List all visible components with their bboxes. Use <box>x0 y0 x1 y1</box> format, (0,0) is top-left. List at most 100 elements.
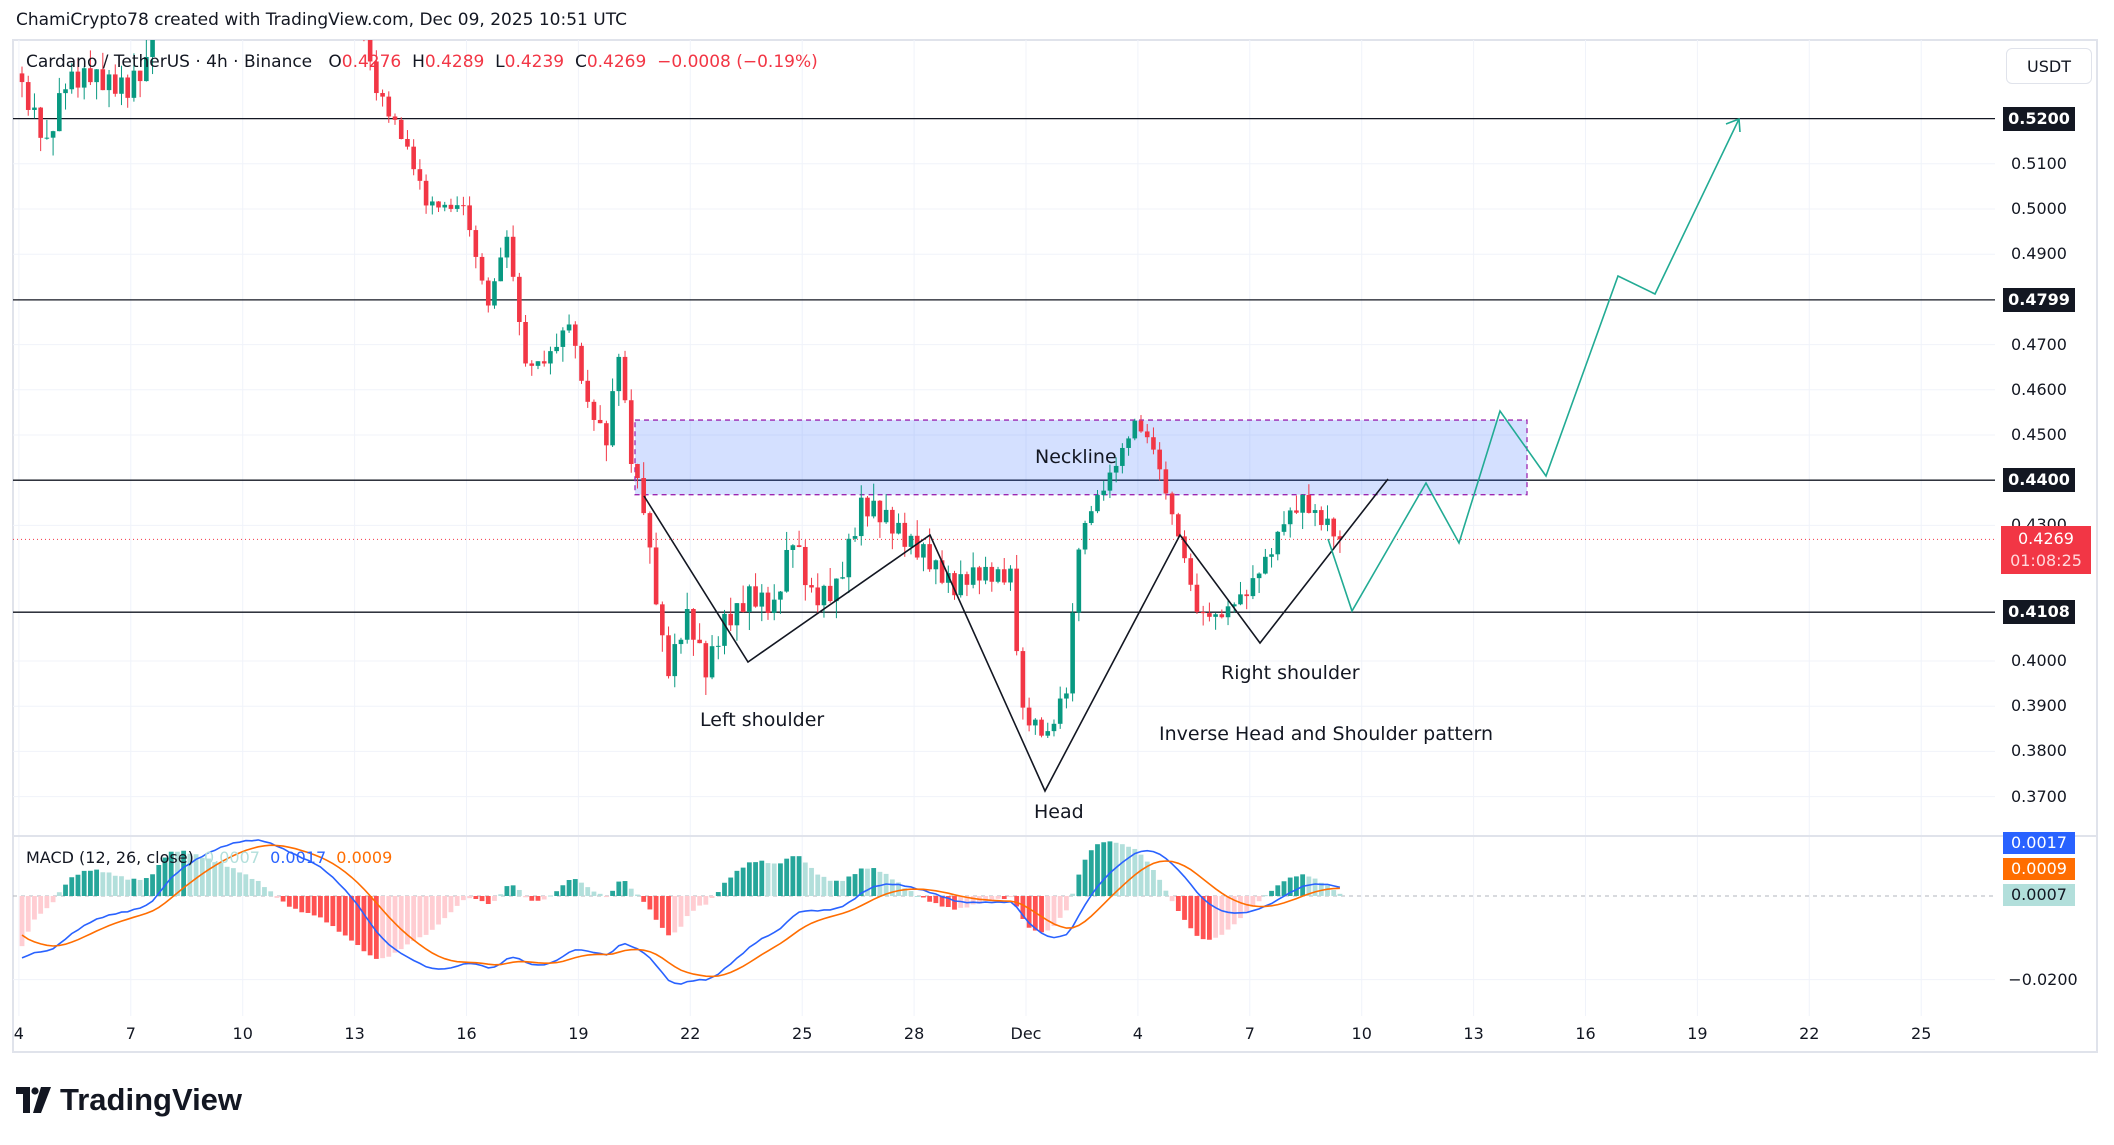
macd-histogram-bar <box>616 881 622 896</box>
price-axis-label: 0.4700 <box>2011 334 2067 354</box>
pattern-drawings[interactable] <box>643 117 1741 793</box>
candle-body <box>1144 431 1150 438</box>
candle-body <box>977 567 982 581</box>
macd-histogram-bar <box>405 896 410 945</box>
candle-body <box>119 77 124 94</box>
macd-histogram-bar <box>299 896 305 913</box>
candle-body <box>1238 594 1243 605</box>
macd-histogram-bar <box>964 896 970 908</box>
candle-body <box>1033 719 1038 726</box>
macd-histogram-bar <box>330 896 336 927</box>
candle-body <box>386 96 392 117</box>
macd-histogram-bar <box>697 896 703 906</box>
macd-histogram-bar <box>1294 876 1299 896</box>
macd-histogram-bar <box>1306 876 1312 896</box>
macd-histogram-bar <box>243 874 249 896</box>
candle-body <box>1281 524 1287 532</box>
candle-body <box>858 497 864 537</box>
candle-body <box>747 586 752 612</box>
macd-histogram-bar <box>1163 890 1169 896</box>
macd-histogram-bar <box>1057 896 1063 918</box>
candle-body <box>1082 523 1088 550</box>
candle-body <box>1188 558 1194 585</box>
macd-histogram-bar <box>1132 848 1138 896</box>
macd-histogram-bar <box>398 896 404 950</box>
candle-body <box>641 478 646 514</box>
candle-body <box>678 639 684 645</box>
macd-histogram-bar <box>262 887 267 896</box>
candle-body <box>398 119 404 139</box>
macd-histogram-bar <box>1250 896 1256 907</box>
candle-body <box>1169 493 1175 515</box>
candle-body <box>1331 518 1337 537</box>
candle-body <box>927 544 932 570</box>
macd-histogram-bar <box>815 874 821 896</box>
macd-histogram-bar <box>790 856 796 896</box>
candle-body <box>25 82 31 110</box>
logo-text: TradingView <box>60 1082 243 1117</box>
macd-histogram-bar <box>995 896 1001 899</box>
macd-histogram-bar <box>802 862 808 896</box>
candle-body <box>989 566 995 582</box>
candle-body <box>765 592 771 613</box>
macd-histogram-bar <box>684 896 690 917</box>
macd-histogram-bar <box>454 896 460 906</box>
macd-histogram-bar <box>858 868 864 896</box>
candle-body <box>1026 707 1032 726</box>
macd-hist-value: 0.0007 <box>203 848 260 867</box>
macd-histogram-bar <box>666 896 671 936</box>
candle-body <box>579 345 584 381</box>
macd-histogram-bar <box>293 896 298 909</box>
macd-histogram-bar <box>1312 878 1318 896</box>
time-axis-label: 25 <box>792 1024 813 1043</box>
macd-histogram-bar <box>1039 896 1044 933</box>
time-axis-label: 7 <box>1244 1024 1255 1043</box>
candle-body <box>952 573 957 596</box>
tradingview-logo[interactable]: TradingView <box>16 1082 242 1118</box>
macd-histogram-bar <box>473 896 479 899</box>
macd-histogram-bar <box>255 880 261 896</box>
candle-body <box>914 535 920 558</box>
candle-body <box>1008 568 1013 583</box>
macd-histogram-bar <box>230 868 236 896</box>
macd-histogram-bar <box>100 872 106 896</box>
currency-button[interactable]: USDT <box>2006 48 2092 84</box>
candle-body <box>734 603 740 626</box>
candle-body <box>660 604 665 636</box>
macd-histogram-bar <box>1157 879 1163 896</box>
macd-histogram-bar <box>510 885 516 896</box>
macd-histogram-bar <box>1238 896 1243 919</box>
candle-body <box>100 69 106 91</box>
candle-body <box>970 567 976 585</box>
candle-body <box>1120 447 1125 466</box>
macd-histogram-bar <box>373 896 379 959</box>
macd-histogram-bar <box>19 896 25 947</box>
candle-body <box>131 70 137 98</box>
macd-histogram-bar <box>1151 869 1156 896</box>
candle-body <box>647 513 653 548</box>
candle-body <box>958 574 964 596</box>
candle-body <box>57 93 62 132</box>
candle-body <box>380 93 385 97</box>
macd-histogram-bar <box>641 896 647 902</box>
macd-histogram-bar <box>442 896 448 919</box>
macd-histogram-bar <box>131 878 137 896</box>
macd-histogram-bar <box>560 885 566 896</box>
neckline-zone[interactable] <box>634 419 1528 496</box>
candle-body <box>94 69 99 83</box>
candle-body <box>510 236 516 277</box>
macd-histogram-bar <box>162 857 168 896</box>
macd-histogram-bar <box>1020 896 1026 919</box>
macd-histogram-bar <box>1300 874 1306 896</box>
candle-body <box>1095 495 1100 512</box>
macd-histogram-bar <box>1325 885 1330 896</box>
price-axis-label: 0.3700 <box>2011 786 2067 806</box>
candle-body <box>939 560 945 583</box>
candle-body <box>1231 604 1237 607</box>
candle-body <box>1256 573 1262 579</box>
macd-histogram-bar <box>1331 890 1337 896</box>
macd-histogram-bar <box>622 881 628 896</box>
macd-histogram-bar <box>193 854 199 896</box>
candle-body <box>821 585 827 606</box>
